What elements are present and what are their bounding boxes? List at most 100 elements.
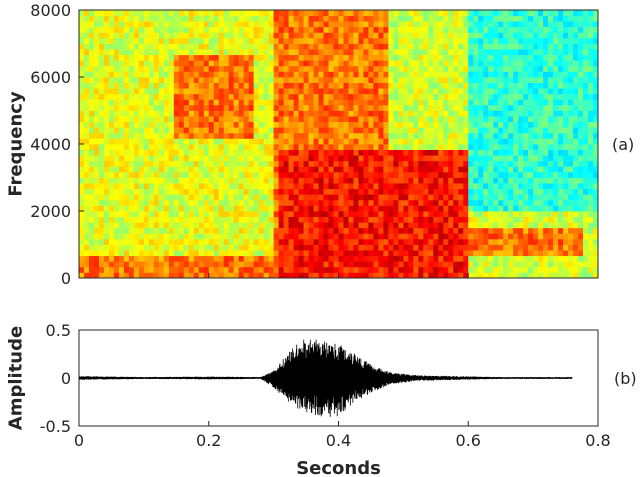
spectrogram-cell [473, 132, 479, 139]
spectrogram-cell [458, 49, 464, 56]
spectrogram-cell [503, 171, 509, 178]
spectrogram-cell [108, 43, 115, 50]
spectrogram-cell [83, 216, 90, 223]
spectrogram-cell [178, 211, 185, 217]
spectrogram-cell [133, 222, 140, 229]
spectrogram-cell [163, 188, 170, 195]
spectrogram-cell [288, 88, 294, 95]
spectrogram-cell [133, 160, 140, 167]
spectrogram-cell [453, 199, 459, 206]
spectrogram-cell [418, 32, 424, 39]
spectrogram-cell [528, 144, 534, 150]
spectrogram-cell [453, 138, 459, 145]
spectrogram-cell [478, 238, 484, 245]
spectrogram-cell [318, 238, 324, 245]
spectrogram-cell [468, 93, 474, 100]
spectrogram-cell [418, 121, 424, 128]
spectrogram-cell [133, 88, 140, 95]
spectrogram-cell [423, 160, 429, 167]
spectrogram-cell [243, 65, 250, 72]
spectrogram-cell [198, 104, 205, 111]
spectrogram-cell [258, 26, 265, 33]
spectrogram-cell [253, 238, 260, 245]
spectrogram-cell [393, 77, 399, 83]
spectrogram-cell [113, 10, 120, 16]
spectrogram-cell [458, 227, 464, 234]
spectrogram-cell [478, 155, 484, 162]
spectrogram-cell [293, 88, 299, 95]
spectrogram-cell [228, 104, 235, 111]
spectrogram-cell [398, 149, 404, 156]
spectrogram-cell [168, 104, 175, 111]
spectrogram-cell [453, 266, 459, 273]
spectrogram-cell [323, 222, 329, 229]
spectrogram-cell [518, 183, 524, 190]
spectrogram-cell [328, 261, 334, 268]
spectrogram-cell [243, 188, 250, 195]
spectrogram-cell [183, 32, 190, 39]
spectrogram-cell [433, 199, 439, 206]
spectrogram-cell [573, 93, 579, 100]
spectrogram-cell [313, 144, 319, 150]
spectrogram-cell [368, 144, 374, 150]
spectrogram-cell [548, 255, 554, 262]
spectrogram-cell [268, 82, 275, 89]
spectrogram-cell [553, 233, 559, 240]
spectrogram-cell [283, 233, 289, 240]
spectrogram-cell [163, 15, 170, 22]
spectrogram-cell [338, 82, 344, 89]
spectrogram-cell [323, 54, 329, 61]
spectrogram-cell [473, 121, 479, 128]
spectrogram-cell [218, 149, 225, 156]
spectrogram-cell [533, 82, 539, 89]
spectrogram-cell [513, 49, 519, 56]
spectrogram-cell [128, 177, 135, 184]
spectrogram-cell [113, 65, 120, 72]
spectrogram-cell [388, 194, 394, 201]
spectrogram-cell [308, 127, 314, 134]
spectrogram-cell [433, 166, 439, 173]
spectrogram-cell [83, 43, 90, 50]
spectrogram-cell [188, 43, 195, 50]
spectrogram-cell [278, 155, 285, 162]
spectrogram-cell [238, 104, 245, 111]
spectrogram-cell [443, 99, 449, 106]
spectrogram-cell [528, 183, 534, 190]
spectrogram-cell [378, 93, 384, 100]
spectrogram-cell [393, 110, 399, 117]
spectrogram-cell [503, 88, 509, 95]
spectrogram-cell [333, 233, 339, 240]
spectrogram-cell [473, 255, 479, 262]
spectrogram-cell [538, 244, 544, 251]
spectrogram-cell [438, 121, 444, 128]
spectrogram-cell [173, 155, 180, 162]
spectrogram-cell [273, 211, 280, 217]
spectrogram-cell [488, 21, 494, 28]
spectrogram-cell [293, 238, 299, 245]
spectrogram-cell [363, 26, 369, 33]
spectrogram-cell [83, 15, 90, 22]
spectrogram-cell [468, 177, 474, 184]
spectrogram-cell [233, 43, 240, 50]
spectrogram-cell [523, 255, 529, 262]
spectrogram-cell [413, 177, 419, 184]
spectrogram-cell [448, 194, 454, 201]
spectrogram-cell [188, 233, 195, 240]
spectrogram-cell [218, 104, 225, 111]
spectrogram-cell [213, 205, 220, 212]
spectrogram-cell [458, 26, 464, 33]
spectrogram-cell [468, 60, 474, 67]
spectrogram-cell [493, 43, 499, 50]
spectrogram-cell [123, 149, 130, 156]
spectrogram-cell [158, 227, 165, 234]
spectrogram-cell [303, 21, 309, 28]
spectrogram-cell [358, 222, 364, 229]
spectrogram-cell [478, 121, 484, 128]
spectrogram-cell [223, 205, 230, 212]
spectrogram-cell [543, 15, 549, 22]
spectrogram-cell [128, 54, 135, 61]
spectrogram-cell [463, 222, 469, 229]
spectrogram-cell [308, 82, 314, 89]
spectrogram-cell [83, 266, 90, 273]
spectrogram-cell [133, 10, 140, 16]
